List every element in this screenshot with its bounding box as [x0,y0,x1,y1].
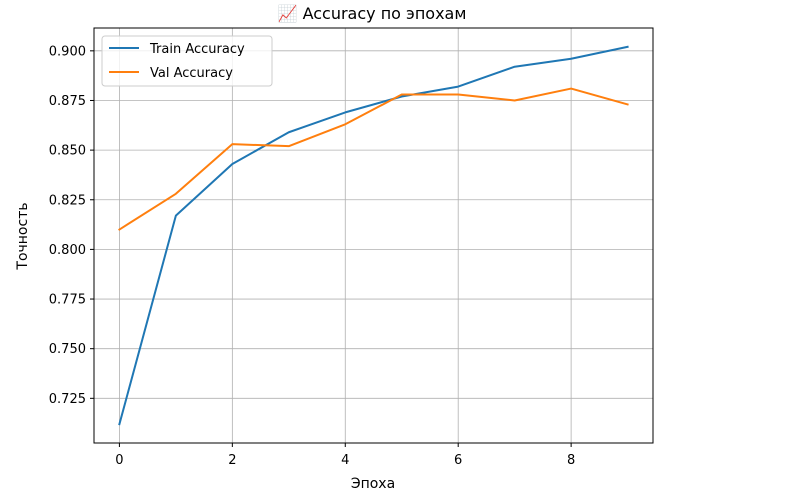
legend-label-val: Val Accuracy [150,66,233,81]
series-line-val-accuracy [118,87,629,231]
x-tick-label: 6 [454,453,462,468]
legend-label-train: Train Accuracy [149,42,245,57]
legend: Train Accuracy Val Accuracy [101,35,273,87]
x-tick-label: 0 [115,453,123,468]
y-tick-label: 0.750 [49,342,86,357]
series-lines [118,45,629,426]
series-line-train-accuracy [118,45,629,426]
x-axis-label: Эпоха [351,476,395,492]
y-tick-label: 0.775 [49,293,86,308]
x-tick-label: 8 [567,453,575,468]
y-tick-label: 0.875 [49,94,86,109]
y-axis-label: Точность [15,202,31,270]
y-tick-label: 0.900 [49,44,86,59]
chart-title: 📈 Accuracy по эпохам [278,4,467,23]
x-tick-label: 2 [228,453,236,468]
legend-box [101,35,273,87]
y-tick-label: 0.850 [49,144,86,159]
y-tick-label: 0.825 [49,193,86,208]
plot-area-frame [93,27,654,444]
y-tick-label: 0.800 [49,243,86,258]
y-tick-label: 0.725 [49,392,86,407]
axis-ticks: 0 2 4 6 8 0.725 0.750 0.775 0.800 0.825 0.850 0.875… [49,44,575,468]
x-tick-label: 4 [341,453,349,468]
grid-lines [94,28,653,443]
